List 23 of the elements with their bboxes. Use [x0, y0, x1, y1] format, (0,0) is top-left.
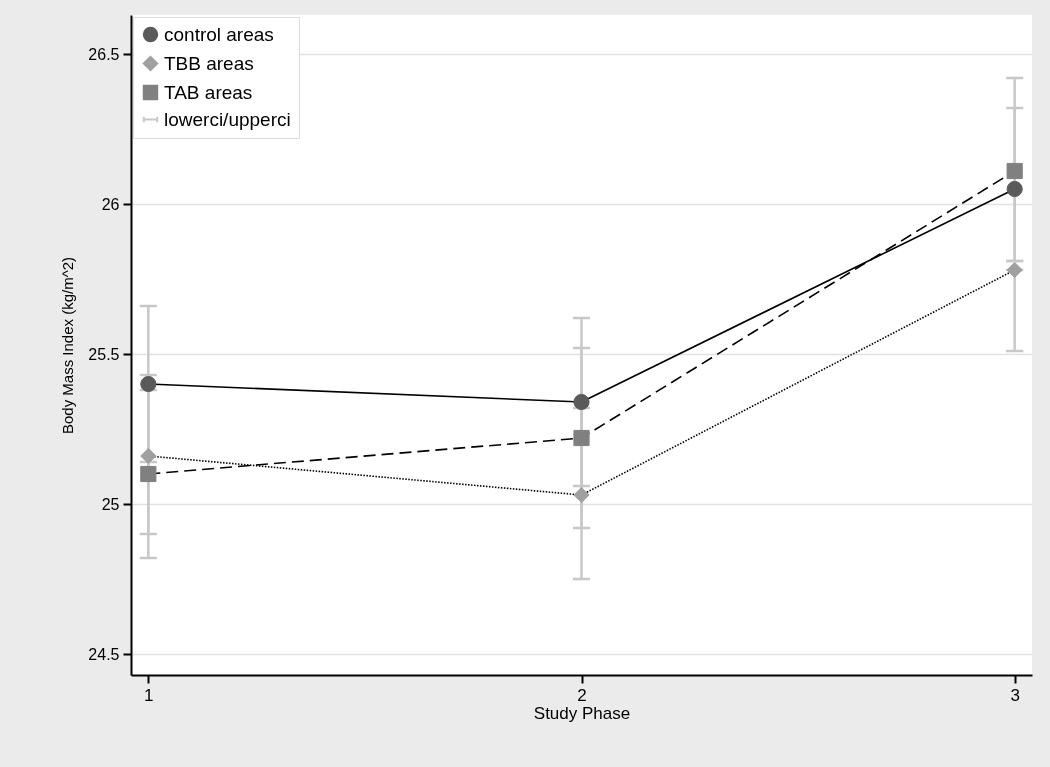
legend-label: TAB areas [164, 81, 253, 103]
point [140, 465, 157, 483]
point [1006, 162, 1023, 180]
x-tick-label: 2 [577, 685, 587, 705]
y-tick-label: 26 [101, 195, 120, 213]
x-tick-label: 1 [144, 685, 154, 705]
y-axis-title: Body Mass Index (kg/m^2) [59, 256, 77, 435]
point [140, 447, 157, 465]
point [140, 375, 157, 393]
y-tick-label: 26.5 [88, 45, 120, 63]
point [573, 393, 590, 411]
y-tick-label: 24.5 [88, 645, 120, 663]
point [1006, 180, 1023, 198]
legend-label: control areas [164, 23, 274, 45]
x-tick-label: 3 [1010, 685, 1020, 705]
x-axis-title: Study Phase [533, 703, 631, 723]
y-tick-label: 25.5 [88, 345, 120, 363]
legend-label: TBB areas [164, 52, 254, 74]
point [1006, 261, 1023, 279]
point [573, 429, 590, 447]
point [573, 486, 590, 504]
y-tick-label: 25 [101, 495, 120, 513]
annotation: lowerci/upperci [164, 108, 291, 130]
